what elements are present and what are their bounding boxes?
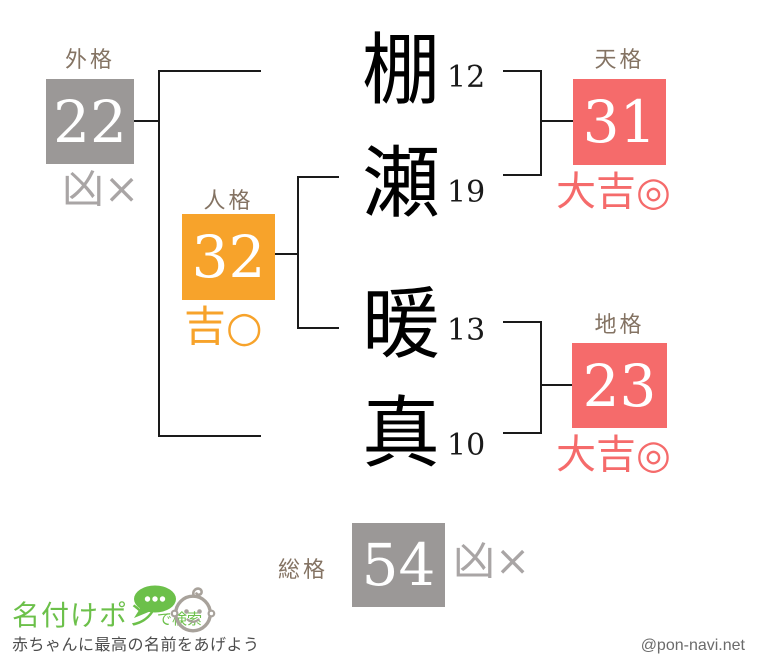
- gaikaku-score-box: 22: [46, 79, 134, 164]
- chikaku-status: 大吉◎: [556, 432, 671, 478]
- stroke-count-4: 10: [447, 428, 486, 463]
- jinkaku-box-stem-line: [275, 253, 299, 255]
- jinkaku-status: 吉○: [184, 302, 263, 351]
- chikaku-bracket-bottom-line: [503, 432, 542, 434]
- jinkaku-bracket-bottom-line: [297, 327, 339, 329]
- tenkaku-bracket-vertical-line: [540, 70, 542, 176]
- gaikaku-box-stem-line: [134, 120, 160, 122]
- stroke-count-1: 12: [447, 60, 486, 95]
- tenkaku-bracket-bottom-line: [503, 174, 542, 176]
- site-credit: @pon-navi.net: [640, 637, 745, 654]
- tenkaku-label: 天格: [594, 47, 645, 72]
- jinkaku-bracket-vertical-line: [297, 176, 299, 329]
- brand-logo: 名付けポン で検索: [12, 602, 202, 630]
- tenkaku-score-value: 31: [582, 88, 657, 156]
- tenkaku-bracket-top-line: [503, 70, 542, 72]
- name-char-1: 棚: [361, 26, 440, 116]
- name-char-4: 真: [361, 389, 440, 479]
- tenkaku-status: 大吉◎: [556, 169, 671, 215]
- gaikaku-bracket-vertical-line: [158, 70, 160, 437]
- soukaku-status: 凶×: [453, 536, 531, 585]
- name-char-2: 瀬: [361, 139, 440, 229]
- gaikaku-bracket-top-line: [158, 70, 261, 72]
- chikaku-score-value: 23: [582, 351, 657, 420]
- soukaku-label: 総格: [278, 557, 329, 582]
- brand-suffix: で検索: [157, 611, 203, 628]
- name-char-3: 暖: [361, 280, 440, 370]
- chikaku-box-stem-line: [541, 384, 572, 386]
- chikaku-label: 地格: [594, 312, 645, 337]
- gaikaku-bracket-bottom-line: [158, 435, 261, 437]
- stroke-count-2: 19: [447, 175, 486, 210]
- chikaku-bracket-top-line: [503, 321, 542, 323]
- stroke-count-3: 13: [447, 313, 486, 348]
- gaikaku-status: 凶×: [62, 164, 140, 213]
- soukaku-score-value: 54: [361, 531, 436, 599]
- tenkaku-box-stem-line: [541, 120, 573, 122]
- baby-face-icon: [170, 586, 216, 638]
- jinkaku-score-box: 32: [182, 214, 275, 300]
- brand-name: 名付けポン: [12, 600, 158, 631]
- soukaku-score-box: 54: [352, 523, 445, 607]
- brand-tagline: 赤ちゃんに最高の名前をあげよう: [12, 637, 260, 654]
- gaikaku-score-value: 22: [53, 87, 127, 156]
- jinkaku-score-value: 32: [191, 223, 266, 291]
- jinkaku-label: 人格: [203, 188, 254, 213]
- chikaku-bracket-vertical-line: [540, 321, 542, 434]
- gaikaku-label: 外格: [64, 47, 115, 72]
- tenkaku-score-box: 31: [573, 79, 666, 165]
- chikaku-score-box: 23: [572, 343, 667, 428]
- speech-bubble-icon: [130, 585, 178, 623]
- jinkaku-bracket-top-line: [297, 176, 339, 178]
